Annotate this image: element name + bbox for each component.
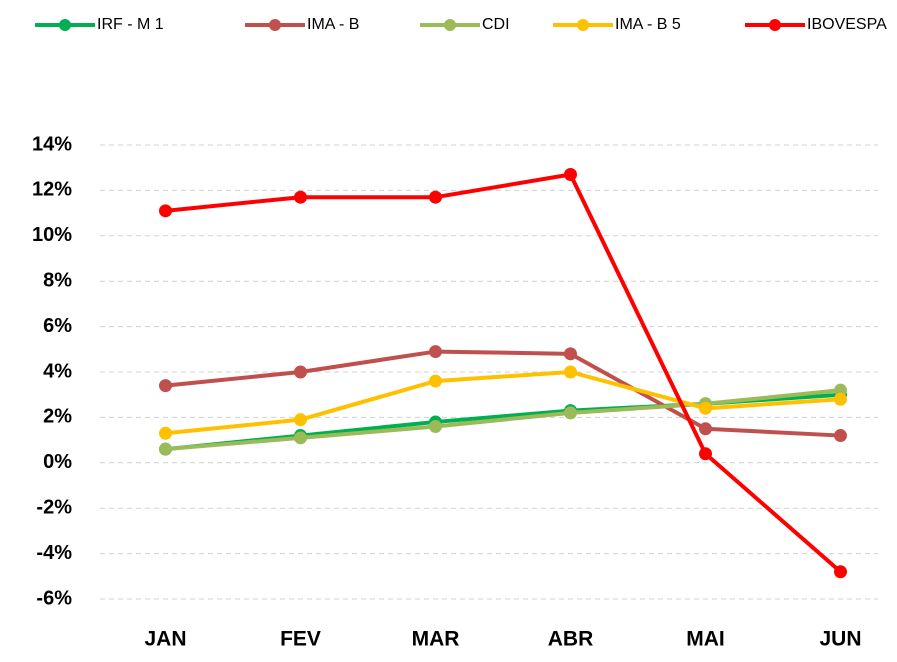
legend-label: IBOVESPA [807,16,887,33]
marker [159,442,172,456]
marker [159,379,172,393]
y-tick-label: 14% [32,133,72,155]
marker [834,383,847,397]
legend-marker [269,19,281,31]
series-line [165,388,841,452]
x-tick-label: MAR [412,628,460,651]
y-tick-label: -6% [36,587,72,609]
legend-marker [59,19,71,31]
legend-label: IMA - B [307,16,359,33]
marker [294,413,307,427]
x-tick-label: JAN [144,628,186,651]
y-tick-label: -2% [36,496,72,518]
x-tick-label: JUN [819,628,861,651]
series-line [165,349,841,438]
y-tick-label: 12% [32,179,72,201]
marker [564,406,577,420]
y-tick-label: 6% [43,315,72,337]
legend-label: IMA - B 5 [615,16,681,33]
legend-marker [769,19,781,31]
y-tick-label: 8% [43,269,72,291]
legend-label: CDI [482,16,510,33]
y-tick-label: 0% [43,451,72,473]
marker [294,190,307,204]
marker [699,422,712,436]
series-line [165,370,841,436]
marker [834,392,847,406]
x-tick-label: ABR [548,628,594,651]
x-tick-label: MAI [686,628,725,651]
marker [429,374,442,388]
marker [159,204,172,218]
marker [564,347,577,361]
y-tick-label: -4% [36,542,72,564]
marker [294,365,307,379]
marker [699,401,712,415]
marker [564,365,577,379]
x-tick-label: FEV [280,628,321,651]
y-tick-label: 10% [32,224,72,246]
legend-label: IRF - M 1 [97,16,164,33]
marker [159,426,172,440]
marker [699,447,712,461]
marker [834,565,847,579]
marker [429,419,442,433]
marker [429,190,442,204]
marker [834,429,847,443]
legend-marker [444,19,456,31]
y-tick-label: 4% [43,360,72,382]
marker [294,431,307,445]
y-tick-label: 2% [43,406,72,428]
series-line [165,172,842,574]
legend-marker [577,19,589,31]
marker [564,168,577,182]
marker [429,345,442,359]
